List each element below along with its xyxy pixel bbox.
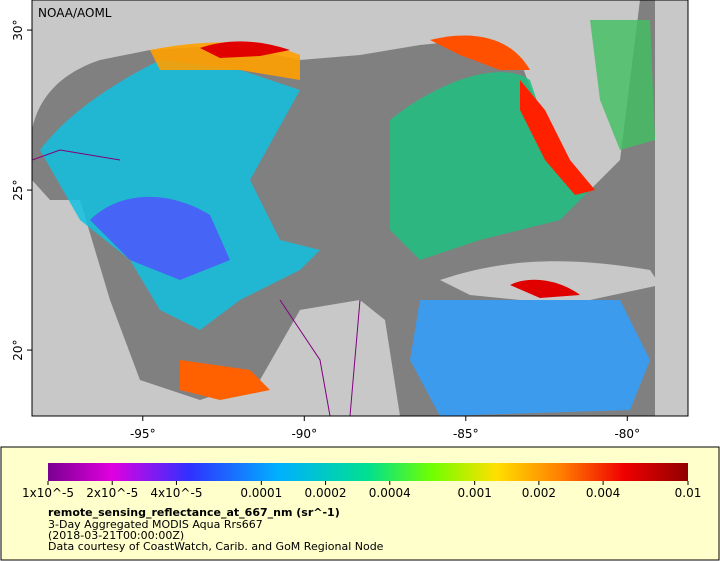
color-bar-tick-label: 0.0004	[369, 486, 411, 500]
axes: -95° -90° -85° -80° 30° 25° 20°	[11, 19, 640, 441]
color-bar-tick-label: 0.0002	[305, 486, 347, 500]
water-signal	[90, 196, 230, 280]
water-signal	[200, 41, 290, 58]
color-bar-tick-label: 0.0001	[240, 486, 282, 500]
border	[32, 149, 361, 416]
cuba	[440, 261, 660, 300]
x-tick-label: -90°	[291, 427, 317, 441]
y-tick-label: 30°	[11, 19, 25, 40]
credit: NOAA/AOML	[38, 6, 112, 20]
water-signal	[520, 80, 595, 195]
water-signal	[180, 360, 270, 400]
water-signal	[410, 300, 650, 416]
water-signal	[510, 279, 580, 298]
color-bar-ticks: 1x10^-5 2x10^-5 4x10^-5 0.0001 0.0002 0.0004 0…	[22, 481, 701, 500]
color-bar-tick-label: 0.004	[586, 486, 620, 500]
y-tick-label: 25°	[11, 179, 25, 200]
color-bar-tick-label: 0.01	[675, 486, 702, 500]
atlantic-land-edge	[655, 0, 688, 416]
map	[32, 0, 688, 416]
x-tick-label: -95°	[130, 427, 156, 441]
water-signal	[430, 35, 530, 70]
color-bar-tick-label: 0.001	[457, 486, 491, 500]
x-tick-label: -80°	[614, 427, 640, 441]
water-signal	[590, 20, 655, 150]
y-tick-label: 20°	[11, 339, 25, 360]
color-bar-tick-label: 2x10^-5	[86, 486, 138, 500]
yucatan	[280, 300, 400, 416]
legend-line: Data courtesy of CoastWatch, Carib. and …	[48, 540, 384, 553]
legend-line: (2018-03-21T00:00:00Z)	[48, 529, 184, 542]
x-tick-label: -85°	[453, 427, 479, 441]
color-bar-tick-label: 0.002	[522, 486, 556, 500]
legend-title: remote_sensing_reflectance_at_667_nm (sr…	[48, 506, 340, 519]
color-bar-tick-label: 4x10^-5	[150, 486, 202, 500]
legend-line: 3-Day Aggregated MODIS Aqua Rrs667	[48, 518, 263, 531]
map-frame	[31, 0, 689, 417]
water-signal	[40, 60, 320, 330]
color-bar	[48, 463, 688, 481]
color-bar-tick-label: 1x10^-5	[22, 486, 74, 500]
